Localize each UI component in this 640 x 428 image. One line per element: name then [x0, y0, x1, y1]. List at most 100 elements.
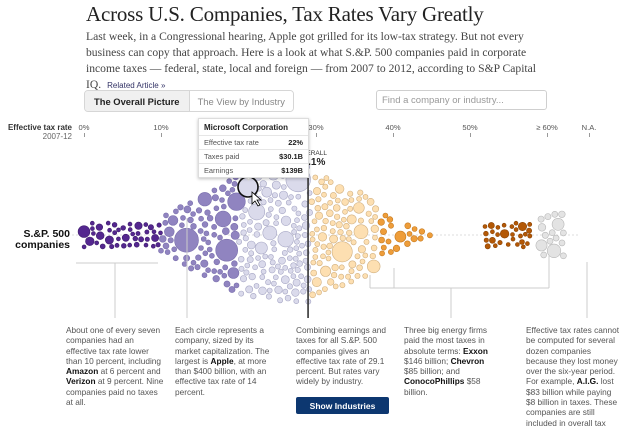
company-bubble[interactable]	[317, 232, 328, 242]
company-bubble[interactable]	[206, 215, 214, 222]
company-bubble[interactable]	[180, 215, 186, 221]
company-bubble[interactable]	[247, 219, 253, 225]
company-bubble[interactable]	[90, 220, 95, 226]
company-bubble[interactable]	[121, 243, 127, 249]
company-bubble[interactable]	[331, 272, 338, 279]
company-bubble[interactable]	[326, 209, 334, 217]
company-bubble[interactable]	[293, 298, 300, 305]
company-bubble[interactable]	[171, 246, 177, 253]
company-bubble[interactable]	[255, 241, 268, 255]
company-bubble[interactable]	[240, 275, 248, 283]
company-bubble[interactable]	[484, 243, 491, 250]
company-bubble[interactable]	[331, 241, 353, 263]
company-bubble[interactable]	[300, 282, 307, 289]
company-bubble[interactable]	[331, 264, 339, 272]
company-bubble[interactable]	[240, 229, 247, 236]
company-bubble[interactable]	[366, 198, 375, 206]
company-bubble[interactable]	[301, 214, 308, 221]
company-bubble[interactable]	[338, 264, 345, 271]
company-bubble[interactable]	[130, 231, 135, 237]
company-bubble[interactable]	[228, 286, 236, 293]
company-bubble[interactable]	[483, 230, 489, 237]
company-bubble[interactable]	[260, 268, 267, 275]
company-bubble[interactable]	[231, 260, 238, 267]
company-bubble[interactable]	[540, 251, 548, 259]
company-bubble[interactable]	[379, 250, 385, 257]
company-bubble[interactable]	[281, 249, 288, 256]
company-bubble[interactable]	[337, 229, 344, 236]
company-bubble[interactable]	[238, 265, 245, 272]
company-bubble[interactable]	[323, 175, 330, 181]
company-bubble[interactable]	[116, 227, 121, 233]
company-bubble[interactable]	[200, 259, 209, 268]
company-bubble[interactable]	[345, 273, 351, 280]
company-bubble[interactable]	[348, 278, 355, 285]
company-bubble[interactable]	[172, 255, 179, 262]
company-bubble[interactable]	[138, 236, 144, 243]
company-bubble[interactable]	[230, 222, 239, 231]
company-bubble[interactable]	[301, 200, 309, 208]
company-bubble[interactable]	[329, 220, 336, 226]
company-bubble[interactable]	[426, 232, 433, 239]
company-bubble[interactable]	[365, 210, 372, 217]
company-bubble[interactable]	[299, 242, 305, 249]
company-bubble[interactable]	[489, 237, 496, 244]
company-bubble[interactable]	[127, 221, 133, 227]
company-bubble[interactable]	[261, 186, 273, 198]
company-bubble[interactable]	[300, 288, 307, 295]
company-bubble[interactable]	[197, 228, 204, 234]
company-bubble[interactable]	[280, 215, 292, 226]
company-bubble[interactable]	[267, 206, 274, 212]
company-bubble[interactable]	[339, 235, 346, 242]
company-bubble[interactable]	[116, 236, 121, 242]
company-bubble[interactable]	[320, 265, 332, 277]
company-bubble[interactable]	[223, 280, 231, 288]
company-bubble[interactable]	[291, 229, 297, 235]
company-bubble[interactable]	[190, 223, 197, 230]
company-bubble[interactable]	[380, 228, 387, 235]
company-bubble[interactable]	[537, 223, 547, 232]
company-bubble[interactable]	[314, 211, 323, 220]
company-bubble[interactable]	[411, 226, 418, 232]
company-bubble[interactable]	[487, 222, 495, 229]
company-bubble[interactable]	[203, 230, 210, 237]
company-bubble[interactable]	[151, 229, 157, 235]
company-bubble[interactable]	[280, 184, 287, 190]
company-bubble[interactable]	[490, 229, 495, 234]
company-bubble[interactable]	[143, 222, 149, 227]
company-bubble[interactable]	[273, 214, 280, 220]
company-bubble[interactable]	[354, 253, 361, 260]
company-bubble[interactable]	[271, 180, 281, 190]
company-bubble[interactable]	[85, 236, 95, 246]
company-bubble[interactable]	[204, 209, 211, 216]
company-bubble[interactable]	[329, 228, 336, 235]
company-bubble[interactable]	[273, 220, 279, 226]
company-bubble[interactable]	[386, 216, 394, 223]
company-bubble[interactable]	[232, 215, 239, 222]
company-bubble[interactable]	[327, 278, 335, 286]
company-bubble[interactable]	[546, 237, 554, 245]
company-bubble[interactable]	[195, 254, 202, 261]
company-bubble[interactable]	[345, 236, 352, 242]
company-bubble[interactable]	[233, 282, 240, 289]
company-bubble[interactable]	[310, 259, 317, 266]
company-bubble[interactable]	[221, 272, 228, 279]
company-bubble[interactable]	[151, 243, 156, 249]
company-bubble[interactable]	[282, 264, 289, 271]
company-bubble[interactable]	[143, 242, 149, 248]
company-bubble[interactable]	[246, 227, 253, 233]
company-bubble[interactable]	[206, 246, 213, 253]
company-bubble[interactable]	[527, 233, 533, 239]
company-bubble[interactable]	[294, 266, 301, 273]
company-bubble[interactable]	[209, 253, 215, 259]
company-bubble[interactable]	[167, 215, 179, 226]
company-bubble[interactable]	[309, 236, 316, 243]
company-bubble[interactable]	[274, 263, 281, 270]
company-bubble[interactable]	[167, 237, 174, 244]
company-bubble[interactable]	[205, 267, 211, 274]
company-bubble[interactable]	[388, 222, 394, 229]
company-bubble[interactable]	[242, 207, 248, 213]
company-bubble[interactable]	[357, 245, 366, 254]
company-bubble[interactable]	[246, 256, 254, 263]
company-bubble[interactable]	[284, 294, 292, 302]
